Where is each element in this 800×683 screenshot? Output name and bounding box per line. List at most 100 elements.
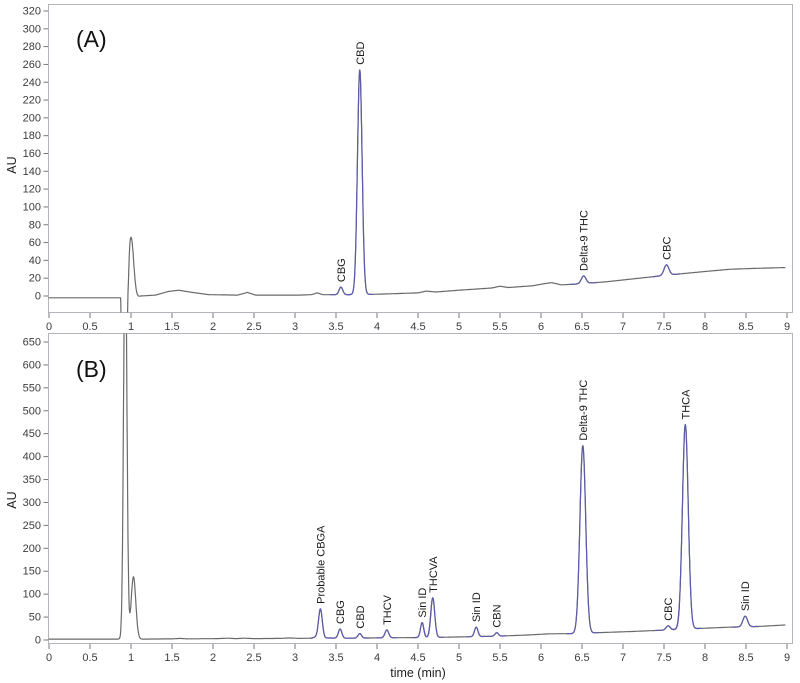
x-tick-label: 8.5 (738, 321, 753, 333)
chromatogram-trace (48, 333, 786, 640)
x-tick-label: 2 (210, 652, 216, 664)
peak-label: Probable CBGA (315, 525, 327, 604)
x-tick-label: 5 (456, 652, 462, 664)
y-tick-label: 0 (35, 635, 41, 647)
x-tick-label: 6 (538, 321, 544, 333)
x-tick-label: 3.5 (328, 652, 343, 664)
y-tick-label: 160 (23, 148, 41, 160)
peak-trace (346, 69, 374, 296)
y-tick-label: 150 (23, 566, 41, 578)
y-tick-label: 500 (23, 405, 41, 417)
x-tick-label: 5.5 (492, 321, 507, 333)
y-tick-label: 0 (35, 291, 41, 303)
peak-trace (668, 424, 703, 631)
peak-label: Delta-9 THC (578, 380, 590, 441)
x-tick-label: 4.5 (410, 652, 425, 664)
x-tick-label: 0.5 (82, 321, 97, 333)
peak-label: THCVA (428, 556, 440, 593)
peak-trace (466, 626, 487, 638)
peak-trace (566, 445, 600, 635)
x-tick-label: 8.5 (738, 652, 753, 664)
x-tick-label: 7.5 (656, 652, 671, 664)
y-tick-label: 450 (23, 428, 41, 440)
y-tick-label: 650 (23, 337, 41, 349)
peak-trace (570, 275, 598, 285)
peak-label: CBD (355, 42, 367, 65)
y-tick-label: 140 (23, 166, 41, 178)
x-tick-label: 5 (456, 321, 462, 333)
y-tick-label: 300 (23, 23, 41, 35)
y-tick-label: 280 (23, 41, 41, 53)
x-tick-label: 7 (620, 321, 626, 333)
x-tick-label: 1 (128, 321, 134, 333)
x-tick-label: 2 (210, 321, 216, 333)
x-axis-title: time (min) (390, 666, 446, 680)
x-tick-label: 8 (702, 321, 708, 333)
x-tick-label: 3 (292, 652, 298, 664)
x-tick-label: 2.5 (246, 652, 261, 664)
y-tick-label: 250 (23, 520, 41, 532)
y-tick-label: 50 (29, 612, 41, 624)
peak-label: Sin ID (471, 592, 483, 622)
panel-letter: (A) (76, 26, 107, 52)
x-tick-label: 1.5 (164, 652, 179, 664)
plot-box (48, 333, 793, 644)
y-tick-label: 120 (23, 184, 41, 196)
y-tick-label: 20 (29, 273, 41, 285)
peak-trace (731, 615, 759, 628)
chromatogram-trace (48, 69, 786, 313)
x-tick-label: 9 (784, 652, 790, 664)
y-tick-label: 260 (23, 59, 41, 71)
y-tick-label: 240 (23, 77, 41, 89)
y-tick-label: 320 (23, 6, 41, 18)
peak-label: Sin ID (740, 581, 752, 611)
y-axis-title: AU (5, 491, 19, 508)
x-tick-label: 6.5 (574, 321, 589, 333)
y-tick-label: 220 (23, 95, 41, 107)
x-tick-label: 4 (374, 652, 380, 664)
y-tick-label: 100 (23, 589, 41, 601)
peak-trace (486, 632, 507, 638)
y-tick-label: 40 (29, 255, 41, 267)
peak-label: THCV (382, 594, 394, 625)
peak-label: Delta-9 THC (579, 210, 591, 271)
peak-trace (329, 628, 350, 639)
y-tick-label: 300 (23, 497, 41, 509)
x-tick-label: 0.5 (82, 652, 97, 664)
x-tick-label: 3.5 (328, 321, 343, 333)
peak-trace (652, 264, 681, 278)
x-tick-label: 8 (702, 652, 708, 664)
x-tick-label: 9 (784, 321, 790, 333)
x-tick-label: 5.5 (492, 652, 507, 664)
y-tick-label: 600 (23, 359, 41, 371)
peak-label: CBC (661, 237, 673, 260)
x-tick-label: 2.5 (246, 321, 261, 333)
peak-label: CBN (492, 604, 504, 627)
peak-label: CBD (355, 605, 367, 628)
x-tick-label: 1.5 (164, 321, 179, 333)
peak-trace (309, 608, 332, 639)
x-tick-label: 3 (292, 321, 298, 333)
y-tick-label: 350 (23, 474, 41, 486)
peak-label: THCA (680, 389, 692, 420)
x-tick-label: 0 (46, 321, 52, 333)
peak-label: Sin ID (417, 588, 429, 618)
y-tick-label: 200 (23, 112, 41, 124)
y-tick-label: 400 (23, 451, 41, 463)
peak-trace (376, 629, 398, 639)
x-tick-label: 7 (620, 652, 626, 664)
y-tick-label: 80 (29, 219, 41, 231)
plot-box (48, 4, 793, 313)
peak-trace (330, 286, 352, 296)
y-tick-label: 100 (23, 201, 41, 213)
x-tick-label: 1 (128, 652, 134, 664)
peak-label: CBG (336, 258, 348, 282)
x-tick-label: 4 (374, 321, 380, 333)
peak-trace (349, 632, 370, 639)
x-tick-label: 0 (46, 652, 52, 664)
y-tick-label: 60 (29, 237, 41, 249)
y-tick-label: 550 (23, 382, 41, 394)
x-tick-label: 4.5 (410, 321, 425, 333)
